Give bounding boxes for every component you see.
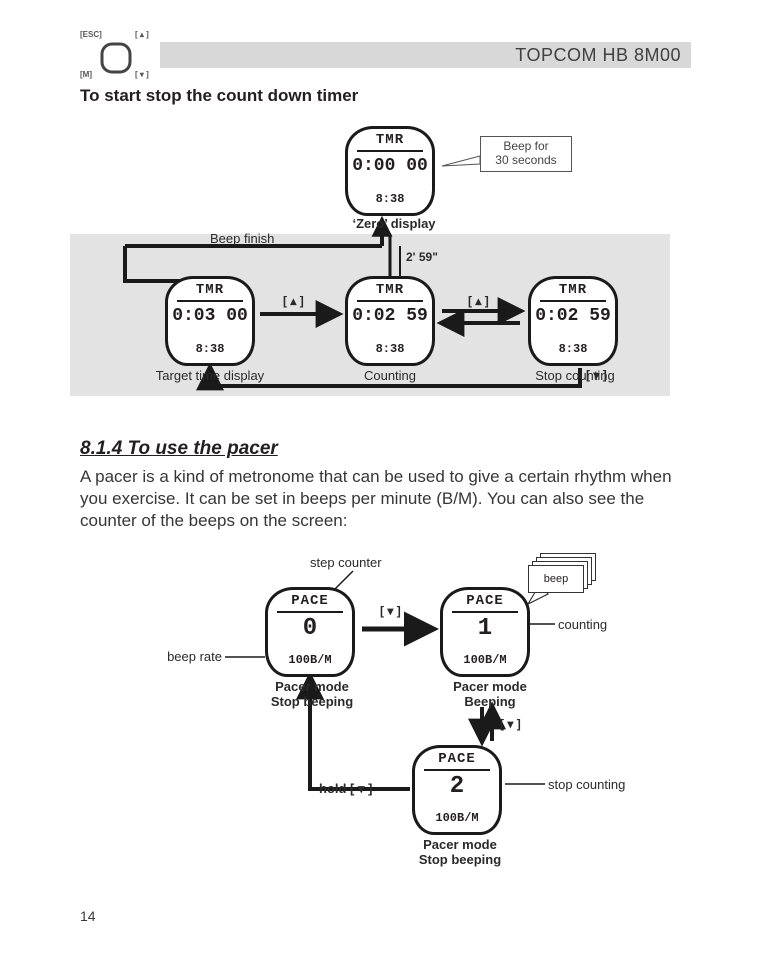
up-label: [ ▴ ] <box>135 30 149 39</box>
hold-label: hold [ ▾ ] <box>319 781 372 797</box>
stop-counting-label: Stop counting <box>520 368 630 383</box>
counting-label-2: counting <box>558 617 607 632</box>
page-header: [ESC] [ ▴ ] [M] [ ▾ ] TOPCOM HB 8M00 <box>80 30 691 80</box>
counting-label: Counting <box>345 368 435 383</box>
timer-flow-diagram: TMR 0:00 00 8:38 Beep for 30 seconds <box>70 116 670 416</box>
pacer-watch-bottom: PACE 2 100B/M <box>412 745 502 835</box>
caption-stop-2: Pacer mode Stop beeping <box>400 837 520 867</box>
watch-outline-icon <box>100 42 132 74</box>
watch-target: TMR 0:03 00 8:38 <box>165 276 255 366</box>
page-number: 14 <box>80 908 96 924</box>
watch-stop: TMR 0:02 59 8:38 <box>528 276 618 366</box>
header-title: TOPCOM HB 8M00 <box>160 42 691 68</box>
time-marker: 2' 59" <box>406 250 438 264</box>
btn-up-1: [ ▴ ] <box>283 294 304 308</box>
pacer-watch-right: PACE 1 100B/M <box>440 587 530 677</box>
pacer-heading: 8.1.4 To use the pacer <box>80 438 691 460</box>
watch-counting: TMR 0:02 59 8:38 <box>345 276 435 366</box>
step-counter-label: step counter <box>310 555 382 570</box>
esc-label: [ESC] <box>80 30 102 39</box>
caption-beeping: Pacer mode Beeping <box>430 679 550 709</box>
m-label: [M] <box>80 70 92 79</box>
section-heading-timer: To start stop the count down timer <box>80 86 691 106</box>
pacer-body: A pacer is a kind of metronome that can … <box>80 466 691 531</box>
pacer-flow-diagram: step counter beep rate counting stop cou… <box>110 549 650 869</box>
down-label: [ ▾ ] <box>135 70 149 79</box>
zero-display-label: ‘Zero’ display <box>344 216 444 231</box>
btn-up-2: [ ▴ ] <box>468 294 489 308</box>
flow2-arrows <box>110 549 650 869</box>
pacer-watch-left: PACE 0 100B/M <box>265 587 355 677</box>
stop-counting-label-2: stop counting <box>548 777 625 792</box>
btn-down-3: [ ▾ ] <box>500 717 521 731</box>
caption-stop-1: Pacer mode Stop beeping <box>252 679 372 709</box>
btn-down-2: [ ▾ ] <box>380 604 401 618</box>
target-time-label: Target time display <box>140 368 280 383</box>
beep-rate-label: beep rate <box>160 649 222 664</box>
beep-finish-label: Beep finish <box>210 231 274 246</box>
mini-watch-legend: [ESC] [ ▴ ] [M] [ ▾ ] <box>80 30 160 80</box>
beep-label: beep <box>528 565 584 593</box>
